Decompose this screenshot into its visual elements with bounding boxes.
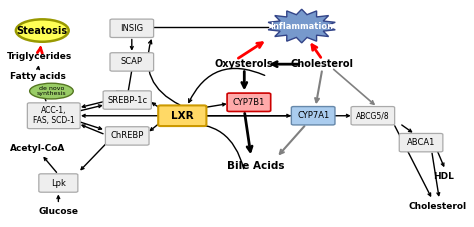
FancyBboxPatch shape — [105, 127, 149, 145]
Text: Oxysterols: Oxysterols — [215, 59, 273, 69]
FancyBboxPatch shape — [351, 106, 395, 125]
Text: Steatosis: Steatosis — [17, 26, 68, 36]
Text: de novo
synthesis: de novo synthesis — [36, 86, 66, 96]
FancyArrowPatch shape — [189, 68, 264, 102]
Text: ACC-1,
FAS, SCD-1: ACC-1, FAS, SCD-1 — [33, 106, 74, 126]
FancyBboxPatch shape — [399, 133, 443, 152]
FancyBboxPatch shape — [110, 19, 154, 37]
Text: Bile Acids: Bile Acids — [227, 161, 284, 171]
Text: Fatty acids: Fatty acids — [10, 72, 65, 81]
Text: LXR: LXR — [171, 111, 193, 121]
Text: CYP7B1: CYP7B1 — [233, 98, 265, 107]
Text: Cholesterol: Cholesterol — [408, 202, 466, 211]
Text: Acetyl-CoA: Acetyl-CoA — [10, 144, 65, 153]
FancyBboxPatch shape — [110, 53, 154, 71]
Text: SREBP-1c: SREBP-1c — [107, 96, 147, 105]
Text: SCAP: SCAP — [121, 57, 143, 67]
Text: ChREBP: ChREBP — [110, 131, 144, 141]
Text: ABCG5/8: ABCG5/8 — [356, 111, 390, 120]
Text: Inflammation: Inflammation — [270, 22, 333, 31]
FancyBboxPatch shape — [39, 174, 78, 192]
Text: Lpk: Lpk — [51, 178, 66, 188]
Text: INSIG: INSIG — [120, 24, 143, 33]
FancyBboxPatch shape — [158, 105, 206, 126]
FancyBboxPatch shape — [292, 106, 335, 125]
Text: Glucose: Glucose — [38, 207, 78, 216]
Ellipse shape — [16, 19, 69, 42]
Text: HDL: HDL — [434, 172, 455, 181]
FancyBboxPatch shape — [103, 91, 151, 109]
Text: ABCA1: ABCA1 — [407, 138, 435, 147]
FancyArrowPatch shape — [148, 40, 180, 105]
Polygon shape — [268, 9, 335, 43]
FancyBboxPatch shape — [227, 93, 271, 111]
Text: Cholesterol: Cholesterol — [291, 59, 354, 69]
FancyBboxPatch shape — [27, 103, 80, 129]
Ellipse shape — [30, 83, 73, 99]
FancyArrowPatch shape — [182, 122, 244, 169]
Text: Triglycerides: Triglycerides — [8, 52, 73, 61]
Text: CYP7A1: CYP7A1 — [297, 111, 329, 120]
